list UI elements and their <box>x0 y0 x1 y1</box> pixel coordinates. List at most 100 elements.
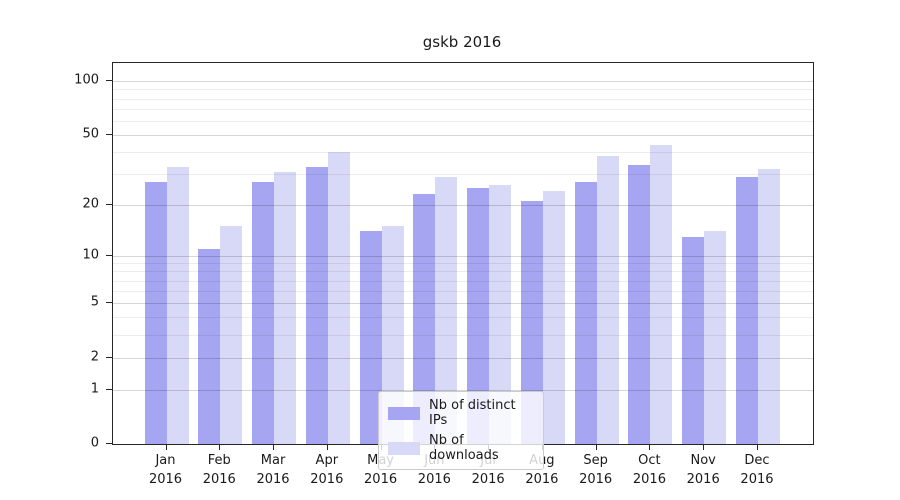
x-tick-label: Mar 2016 <box>256 451 289 489</box>
bar-mar-distinct-ips <box>252 182 275 444</box>
bar-jan-distinct-ips <box>144 182 167 444</box>
y-tick-mark <box>106 254 112 256</box>
legend-label-downloads: Nb of downloads <box>429 433 499 463</box>
y-tick-label: 1 <box>90 381 99 396</box>
x-tick-mark <box>649 444 651 450</box>
gridline-major <box>113 357 813 359</box>
gridline-major <box>113 303 813 305</box>
x-tick-label-year: 2016 <box>525 472 559 487</box>
gridline-major <box>113 389 813 391</box>
x-tick-label-year: 2016 <box>686 472 720 487</box>
y-tick-mark <box>106 203 112 205</box>
gridline-minor <box>113 271 813 273</box>
x-tick-label-year: 2016 <box>256 472 290 487</box>
gridline-minor <box>113 263 813 264</box>
bar-jul-distinct-ips <box>467 187 490 444</box>
bar-aug-downloads <box>542 190 565 444</box>
x-tick-mark <box>165 444 167 450</box>
x-tick-label-year: 2016 <box>632 472 666 487</box>
x-tick-label: Nov 2016 <box>687 451 720 489</box>
x-tick-mark <box>219 444 221 450</box>
bar-may-downloads <box>381 226 404 444</box>
gridline-major <box>113 134 813 136</box>
x-tick-label: Apr 2016 <box>310 451 343 489</box>
bar-jul-downloads <box>489 184 512 444</box>
bar-mar-downloads <box>274 171 297 444</box>
legend-swatch-downloads <box>388 441 420 455</box>
gridline-minor <box>113 120 813 122</box>
x-tick-mark <box>273 444 275 450</box>
y-tick-label: 2 <box>90 349 99 365</box>
bar-feb-downloads <box>220 226 243 444</box>
x-tick-label-month: Sep <box>583 453 608 468</box>
gridline-minor <box>113 108 813 110</box>
x-tick-label-month: Jan <box>155 453 176 468</box>
y-tick-label: 20 <box>82 196 99 212</box>
y-tick-label: 10 <box>82 247 99 262</box>
y-tick-mark <box>106 356 112 358</box>
gridline-major <box>113 81 813 83</box>
bar-aug-distinct-ips <box>520 201 543 444</box>
bar-dec-distinct-ips <box>735 176 758 444</box>
y-tick-label: 5 <box>90 294 99 310</box>
gridline-minor <box>113 174 813 176</box>
y-tick-mark <box>106 443 112 444</box>
x-tick-label-month: Oct <box>638 453 661 468</box>
gridline-minor <box>113 291 813 293</box>
plot-area <box>112 62 814 445</box>
x-tick-label-year: 2016 <box>471 472 505 487</box>
gridline-minor <box>113 280 813 282</box>
bar-oct-downloads <box>650 144 673 444</box>
gridline-major <box>113 255 813 257</box>
legend: Nb of distinct IPs Nb of downloads <box>378 391 544 470</box>
bar-oct-distinct-ips <box>628 164 651 444</box>
bar-dec-downloads <box>757 169 780 444</box>
legend-label-distinct-ips: Nb of distinct IPs <box>429 398 516 428</box>
bar-jun-downloads <box>435 176 458 444</box>
bar-nov-downloads <box>704 231 727 444</box>
x-tick-label-year: 2016 <box>579 472 613 487</box>
gridline-minor <box>113 98 813 100</box>
y-tick-label: 100 <box>74 72 99 88</box>
y-tick-mark <box>106 133 112 135</box>
bar-sep-downloads <box>596 156 619 444</box>
bar-feb-distinct-ips <box>198 248 221 444</box>
x-tick-mark <box>703 444 705 450</box>
bar-sep-distinct-ips <box>574 182 597 444</box>
gridline-minor <box>113 317 813 319</box>
bar-apr-downloads <box>327 152 350 444</box>
x-tick-mark <box>595 444 597 450</box>
y-tick-label: 50 <box>82 126 99 142</box>
x-tick-mark <box>326 444 328 450</box>
x-tick-label-year: 2016 <box>740 472 774 487</box>
legend-row-downloads: Nb of downloads <box>388 433 534 463</box>
x-tick-label-year: 2016 <box>417 472 451 487</box>
x-tick-label-year: 2016 <box>364 472 398 487</box>
bar-apr-distinct-ips <box>305 166 328 444</box>
y-tick-mark <box>106 302 112 304</box>
gridline-minor <box>113 89 813 91</box>
x-tick-label-month: Nov <box>690 453 716 468</box>
x-tick-label-month: Feb <box>207 453 231 468</box>
x-tick-label-year: 2016 <box>202 472 236 487</box>
gridline-major <box>113 204 813 206</box>
x-tick-label-year: 2016 <box>310 472 344 487</box>
x-tick-label-month: Dec <box>744 453 770 468</box>
bar-nov-distinct-ips <box>682 236 705 444</box>
x-tick-label: Dec 2016 <box>740 451 773 489</box>
legend-row-distinct-ips: Nb of distinct IPs <box>388 398 534 428</box>
y-tick-mark <box>106 80 112 82</box>
x-tick-mark <box>756 444 758 450</box>
x-tick-label: Oct 2016 <box>633 451 666 489</box>
x-tick-label-month: Apr <box>315 453 339 468</box>
y-tick-mark <box>106 388 112 390</box>
x-tick-label: Jan 2016 <box>149 451 182 489</box>
x-tick-label-month: Mar <box>260 453 286 468</box>
chart-title: gskb 2016 <box>422 33 502 51</box>
bar-jun-distinct-ips <box>413 194 436 444</box>
bar-jan-downloads <box>166 166 189 444</box>
y-tick-label: 0 <box>90 435 99 451</box>
gridline-minor <box>113 152 813 154</box>
bar-may-distinct-ips <box>359 231 382 444</box>
